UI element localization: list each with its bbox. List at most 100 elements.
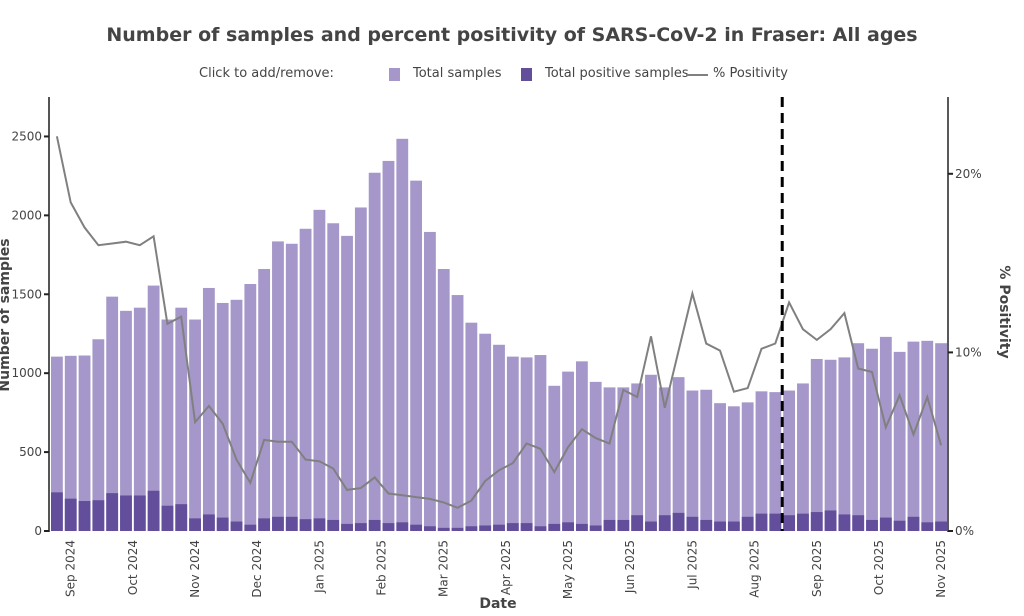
bar-positive-samples[interactable]	[161, 505, 174, 531]
bar-total-samples[interactable]	[755, 391, 768, 531]
bar-total-samples[interactable]	[824, 359, 837, 531]
bar-total-samples[interactable]	[714, 403, 726, 531]
bar-positive-samples[interactable]	[520, 523, 533, 531]
bar-total-samples[interactable]	[368, 172, 381, 531]
bar-total-samples[interactable]	[244, 284, 257, 531]
bar-positive-samples[interactable]	[216, 517, 229, 531]
bar-positive-samples[interactable]	[396, 522, 409, 531]
bar-total-samples[interactable]	[78, 355, 91, 531]
bar-total-samples[interactable]	[437, 269, 450, 531]
bar-total-samples[interactable]	[341, 235, 353, 531]
bar-total-samples[interactable]	[410, 180, 423, 532]
bar-total-samples[interactable]	[810, 358, 823, 531]
bar-total-samples[interactable]	[161, 319, 174, 531]
bar-positive-samples[interactable]	[575, 523, 588, 531]
bar-total-samples[interactable]	[783, 390, 796, 531]
bar-positive-samples[interactable]	[189, 518, 201, 531]
bar-positive-samples[interactable]	[631, 515, 644, 531]
bar-positive-samples[interactable]	[617, 519, 630, 531]
bar-positive-samples[interactable]	[741, 516, 754, 531]
bar-total-samples[interactable]	[285, 243, 298, 531]
bar-total-samples[interactable]	[700, 389, 713, 531]
bar-total-samples[interactable]	[534, 355, 547, 531]
bar-positive-samples[interactable]	[672, 512, 685, 531]
legend-item-positivity[interactable]: % Positivity	[713, 66, 789, 81]
bar-total-samples[interactable]	[133, 307, 146, 531]
bar-total-samples[interactable]	[479, 333, 492, 531]
bar-positive-samples[interactable]	[493, 524, 505, 531]
bar-total-samples[interactable]	[230, 299, 243, 531]
bar-positive-samples[interactable]	[313, 518, 326, 531]
bar-positive-samples[interactable]	[755, 513, 768, 531]
bar-positive-samples[interactable]	[534, 526, 547, 531]
bar-positive-samples[interactable]	[285, 516, 298, 531]
bar-positive-samples[interactable]	[658, 515, 671, 531]
legend-item-positive[interactable]: Total positive samples	[545, 66, 689, 81]
bar-total-samples[interactable]	[92, 339, 105, 531]
bar-total-samples[interactable]	[617, 387, 630, 531]
bar-positive-samples[interactable]	[769, 513, 782, 531]
bar-positive-samples[interactable]	[410, 524, 423, 531]
bar-total-samples[interactable]	[327, 223, 340, 531]
bar-positive-samples[interactable]	[907, 516, 920, 531]
bar-positive-samples[interactable]	[120, 495, 132, 531]
bar-total-samples[interactable]	[299, 228, 312, 531]
bar-total-samples[interactable]	[645, 374, 657, 531]
bar-positive-samples[interactable]	[727, 521, 740, 531]
bar-positive-samples[interactable]	[92, 500, 105, 531]
bar-total-samples[interactable]	[893, 351, 906, 531]
bar-total-samples[interactable]	[672, 377, 685, 531]
bar-total-samples[interactable]	[769, 392, 782, 531]
bar-positive-samples[interactable]	[133, 495, 146, 531]
bar-total-samples[interactable]	[106, 296, 119, 531]
bar-positive-samples[interactable]	[202, 514, 215, 531]
bar-positive-samples[interactable]	[451, 527, 464, 531]
bar-positive-samples[interactable]	[230, 521, 243, 531]
bar-total-samples[interactable]	[493, 344, 505, 531]
bar-positive-samples[interactable]	[589, 525, 602, 531]
bar-positive-samples[interactable]	[368, 519, 381, 531]
bar-positive-samples[interactable]	[797, 513, 809, 531]
bar-total-samples[interactable]	[866, 348, 878, 531]
bar-positive-samples[interactable]	[106, 493, 119, 531]
bar-positive-samples[interactable]	[437, 527, 450, 531]
bar-total-samples[interactable]	[202, 287, 215, 531]
bar-positive-samples[interactable]	[299, 519, 312, 531]
bar-total-samples[interactable]	[64, 355, 77, 531]
bar-total-samples[interactable]	[797, 383, 809, 531]
bar-total-samples[interactable]	[175, 307, 188, 531]
bar-positive-samples[interactable]	[852, 515, 865, 531]
bar-positive-samples[interactable]	[838, 514, 851, 531]
bar-positive-samples[interactable]	[354, 523, 367, 531]
bar-positive-samples[interactable]	[465, 526, 478, 531]
bar-positive-samples[interactable]	[935, 521, 947, 531]
bar-positive-samples[interactable]	[147, 490, 160, 531]
bar-total-samples[interactable]	[562, 371, 574, 531]
bar-total-samples[interactable]	[741, 402, 754, 531]
bar-total-samples[interactable]	[51, 356, 63, 531]
bar-total-samples[interactable]	[603, 387, 616, 531]
bar-total-samples[interactable]	[575, 361, 588, 531]
bar-positive-samples[interactable]	[893, 520, 906, 531]
bar-positive-samples[interactable]	[327, 519, 340, 531]
bar-positive-samples[interactable]	[810, 512, 823, 531]
positivity-line[interactable]	[55, 136, 943, 509]
bar-total-samples[interactable]	[216, 302, 229, 531]
bar-total-samples[interactable]	[727, 406, 740, 531]
bar-positive-samples[interactable]	[548, 523, 561, 531]
bar-positive-samples[interactable]	[424, 526, 436, 531]
bar-total-samples[interactable]	[589, 381, 602, 531]
bar-positive-samples[interactable]	[562, 522, 574, 531]
bar-positive-samples[interactable]	[244, 524, 257, 531]
bar-positive-samples[interactable]	[700, 519, 713, 531]
bar-positive-samples[interactable]	[824, 510, 837, 531]
bar-positive-samples[interactable]	[686, 516, 699, 531]
legend-swatch-positive[interactable]	[521, 68, 532, 81]
bar-total-samples[interactable]	[189, 319, 201, 531]
bar-positive-samples[interactable]	[479, 525, 492, 531]
bar-positive-samples[interactable]	[921, 522, 934, 531]
bar-positive-samples[interactable]	[175, 504, 188, 531]
bar-total-samples[interactable]	[451, 295, 464, 531]
bar-total-samples[interactable]	[465, 322, 478, 531]
bar-positive-samples[interactable]	[603, 519, 616, 531]
